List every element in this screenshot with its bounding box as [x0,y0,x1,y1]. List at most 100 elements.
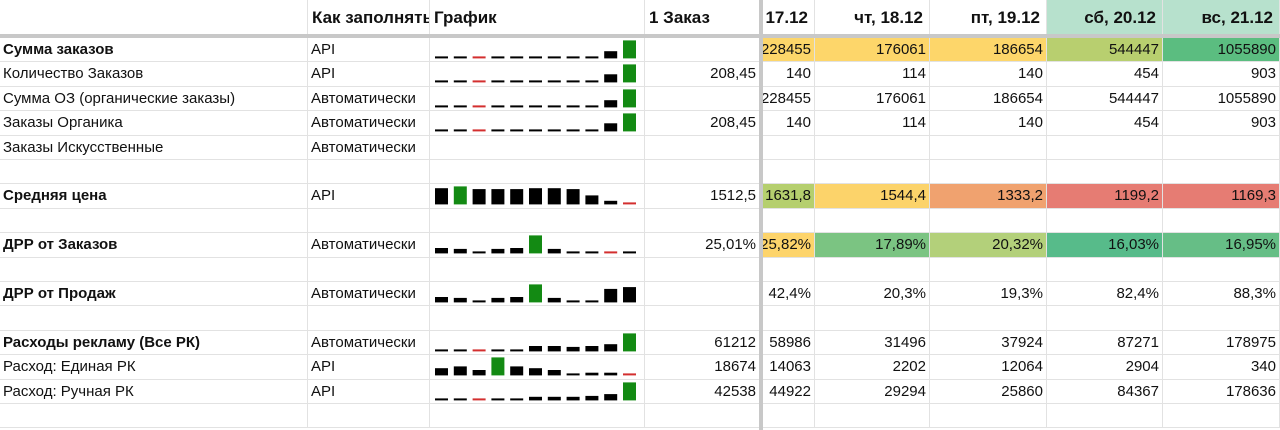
cell[interactable]: 16,03% [1047,233,1163,258]
cell[interactable]: 903 [1163,111,1280,136]
cell[interactable]: 544447 [1047,38,1163,63]
cell[interactable] [430,86,645,112]
cell[interactable] [645,86,760,112]
cell[interactable]: 82,4% [1047,282,1163,307]
cell[interactable] [308,306,430,331]
cell[interactable] [930,306,1047,331]
cell[interactable]: 454 [1047,111,1163,136]
cell[interactable] [645,38,760,63]
cell[interactable]: 176061 [815,86,930,112]
cell[interactable] [308,160,430,185]
cell[interactable] [1047,306,1163,331]
cell[interactable]: Заказы Искусственные [0,135,308,160]
cell[interactable]: 176061 [815,38,930,63]
cell[interactable]: 42538 [645,379,760,404]
cell[interactable] [1047,160,1163,185]
cell[interactable] [430,38,645,63]
cell[interactable]: 1631,8 [760,184,815,209]
cell[interactable] [430,135,645,160]
cell[interactable] [0,160,308,185]
cell[interactable]: 1199,2 [1047,184,1163,209]
cell[interactable]: 17,89% [815,233,930,258]
cell[interactable] [815,208,930,234]
cell[interactable]: 1169,3 [1163,184,1280,209]
cell[interactable] [815,306,930,331]
cell[interactable] [815,135,930,160]
cell[interactable]: 340 [1163,355,1280,380]
cell[interactable] [430,330,645,356]
cell[interactable] [430,306,645,331]
cell[interactable] [760,208,815,234]
cell[interactable] [760,160,815,185]
cell[interactable] [308,208,430,234]
cell[interactable] [645,306,760,331]
cell[interactable] [430,62,645,87]
cell[interactable]: 140 [760,62,815,87]
cell[interactable]: 44922 [760,379,815,404]
cell[interactable]: 58986 [760,330,815,356]
cell[interactable] [760,306,815,331]
header-cell[interactable]: 1 Заказ [645,0,760,36]
cell[interactable]: Автоматически [308,330,430,356]
cell[interactable] [930,208,1047,234]
cell[interactable]: 1512,5 [645,184,760,209]
cell[interactable]: 88,3% [1163,282,1280,307]
cell[interactable] [930,257,1047,282]
cell[interactable]: 37924 [930,330,1047,356]
cell[interactable]: 29294 [815,379,930,404]
cell[interactable]: 140 [930,111,1047,136]
cell[interactable] [0,257,308,282]
cell[interactable]: 178636 [1163,379,1280,404]
cell[interactable]: Автоматически [308,86,430,112]
cell[interactable]: 228455 [760,86,815,112]
cell[interactable] [1047,208,1163,234]
header-cell[interactable]: График [430,0,645,36]
cell[interactable] [760,135,815,160]
cell[interactable]: 208,45 [645,62,760,87]
cell[interactable] [930,135,1047,160]
cell[interactable] [1163,160,1280,185]
cell[interactable] [308,404,430,429]
cell[interactable]: 18674 [645,355,760,380]
cell[interactable] [0,208,308,234]
cell[interactable] [760,257,815,282]
cell[interactable] [1047,257,1163,282]
cell[interactable]: 114 [815,62,930,87]
header-cell[interactable]: Как заполнять [308,0,430,36]
cell[interactable]: 114 [815,111,930,136]
cell[interactable] [1163,306,1280,331]
cell[interactable] [430,160,645,185]
cell[interactable]: 140 [760,111,815,136]
cell[interactable] [308,257,430,282]
header-cell[interactable]: чт, 18.12 [815,0,930,36]
cell[interactable] [645,404,760,429]
cell[interactable]: 25,01% [645,233,760,258]
cell[interactable] [0,306,308,331]
cell[interactable] [815,160,930,185]
cell[interactable]: API [308,184,430,209]
cell[interactable]: Средняя цена [0,184,308,209]
cell[interactable]: 1055890 [1163,38,1280,63]
cell[interactable]: Сумма заказов [0,38,308,63]
cell[interactable]: 903 [1163,62,1280,87]
cell[interactable]: 42,4% [760,282,815,307]
cell[interactable]: API [308,355,430,380]
cell[interactable]: 87271 [1047,330,1163,356]
cell[interactable]: API [308,379,430,404]
cell[interactable]: Автоматически [308,135,430,160]
header-cell[interactable]: сб, 20.12 [1047,0,1163,36]
cell[interactable]: Заказы Органика [0,111,308,136]
cell[interactable] [1163,257,1280,282]
cell[interactable] [815,404,930,429]
cell[interactable]: 2202 [815,355,930,380]
cell[interactable] [1163,135,1280,160]
cell[interactable]: 186654 [930,86,1047,112]
cell[interactable]: API [308,62,430,87]
cell[interactable]: 140 [930,62,1047,87]
cell[interactable]: 25,82% [760,233,815,258]
cell[interactable] [0,404,308,429]
cell[interactable]: 14063 [760,355,815,380]
cell[interactable] [430,282,645,307]
cell[interactable]: Количество Заказов [0,62,308,87]
cell[interactable] [645,160,760,185]
